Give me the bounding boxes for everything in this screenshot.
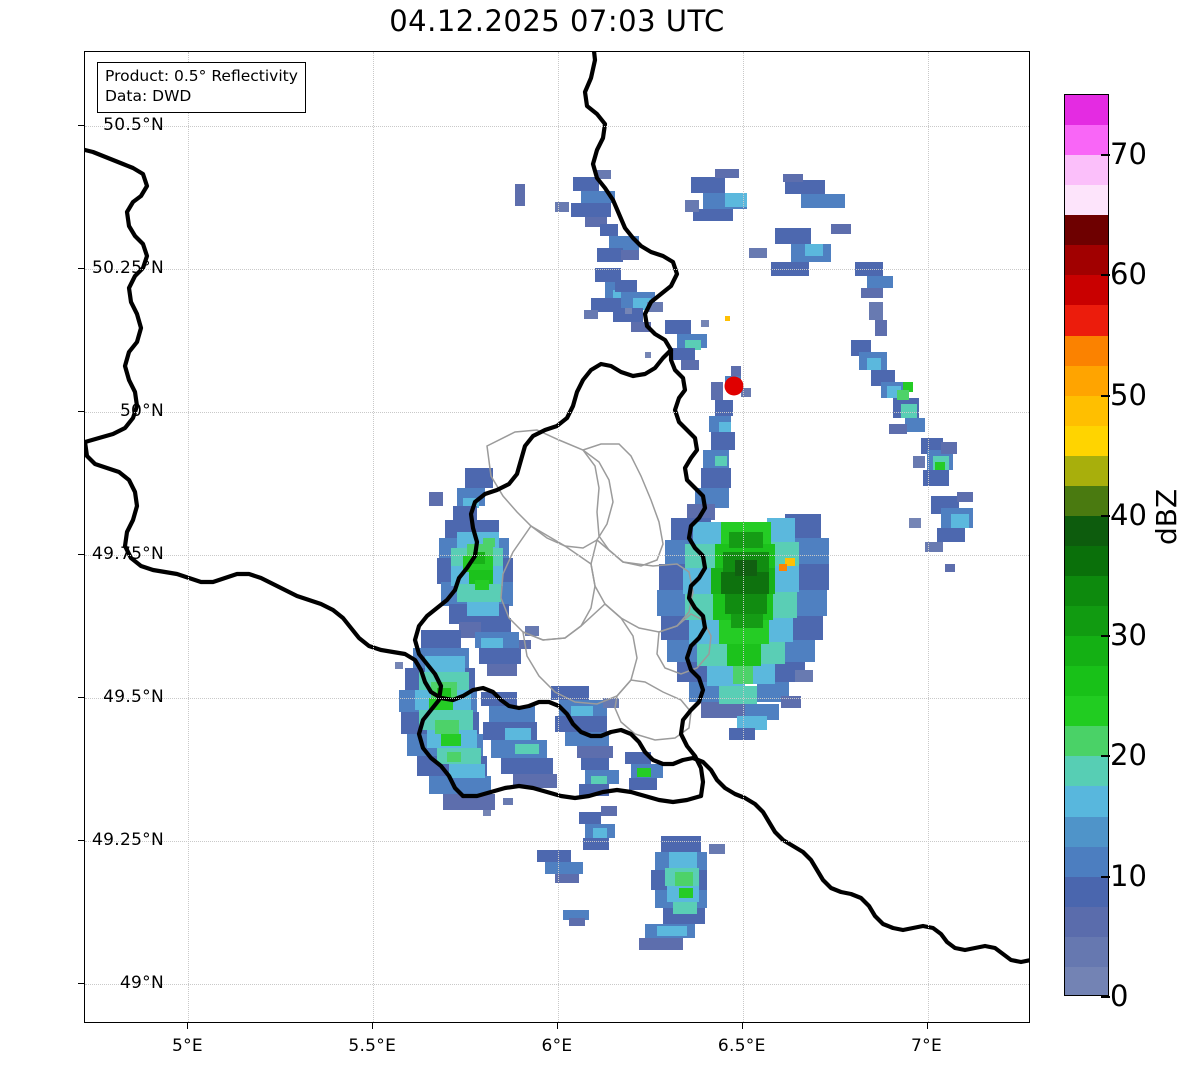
colorbar-band-10 (1065, 846, 1108, 877)
echo-cluster-cell-southeast-saar (639, 836, 725, 950)
colorbar-band-7.5 (1065, 876, 1108, 907)
info-box: Product: 0.5° Reflectivity Data: DWD (97, 62, 306, 113)
echo-cluster-north-centre (613, 280, 707, 370)
x-tick-label-4: 7°E (911, 1036, 943, 1056)
gridline-vertical-4 (927, 52, 929, 1022)
x-tick-mark-2 (557, 1023, 558, 1029)
colorbar-band-70 (1065, 125, 1108, 156)
colorbar-tick-label-5: 50 (1110, 377, 1147, 412)
echo-scattered-pixels (395, 308, 955, 816)
admin-boundaries-layer (486, 429, 712, 741)
gridline-horizontal-2 (85, 698, 1029, 700)
gridline-horizontal-1 (85, 841, 1029, 843)
colorbar-band-42.5 (1065, 455, 1108, 486)
gridline-horizontal-4 (85, 412, 1029, 414)
colorbar-band-67.5 (1065, 155, 1108, 186)
y-tick-label-5: 50.25°N (92, 258, 164, 279)
colorbar-band-45 (1065, 425, 1108, 456)
colorbar-band-37.5 (1065, 515, 1108, 546)
gridline-vertical-1 (373, 52, 375, 1022)
colorbar-band-17.5 (1065, 756, 1108, 787)
y-tick-label-2: 49.5°N (103, 687, 164, 708)
colorbar-band-27.5 (1065, 636, 1108, 667)
y-tick-mark-2 (78, 697, 84, 699)
colorbar-band-60 (1065, 245, 1108, 276)
gridline-horizontal-3 (85, 555, 1029, 557)
gridline-vertical-0 (188, 52, 190, 1022)
colorbar-band-35 (1065, 545, 1108, 576)
colorbar-band-57.5 (1065, 275, 1108, 306)
colorbar-label: dBZ (1150, 488, 1183, 545)
x-tick-label-1: 5.5°E (348, 1036, 397, 1056)
colorbar-tick-label-3: 30 (1110, 618, 1147, 653)
y-tick-label-1: 49.25°N (92, 830, 164, 851)
x-tick-mark-3 (741, 1023, 743, 1029)
colorbar-tick-label-1: 10 (1110, 858, 1147, 893)
colorbar-tick-mark-6 (1101, 274, 1110, 277)
colorbar-tick-label-2: 20 (1110, 738, 1147, 773)
gridline-horizontal-0 (85, 983, 1029, 985)
gridline-horizontal-5 (85, 269, 1029, 271)
page-title: 04.12.2025 07:03 UTC (389, 4, 725, 38)
y-tick-mark-3 (78, 554, 84, 556)
y-tick-mark-5 (78, 268, 84, 270)
y-tick-label-0: 49°N (119, 972, 164, 993)
x-tick-label-0: 5°E (171, 1036, 203, 1056)
colorbar-band-72.5 (1065, 95, 1108, 126)
echo-cluster-arc-east-rhineland (851, 262, 973, 552)
radar-map-plot[interactable]: Product: 0.5° Reflectivity Data: DWD (84, 51, 1030, 1023)
colorbar-tick-label-6: 60 (1110, 257, 1147, 292)
gridline-vertical-2 (558, 52, 559, 1022)
colorbar-band-32.5 (1065, 576, 1108, 607)
x-tick-label-3: 6.5°E (717, 1036, 766, 1056)
colorbar-band-52.5 (1065, 335, 1108, 366)
colorbar-band-22.5 (1065, 696, 1108, 727)
colorbar-tick-mark-3 (1101, 635, 1110, 638)
x-tick-mark-4 (926, 1023, 928, 1029)
y-tick-mark-1 (78, 840, 84, 842)
colorbar-tick-mark-7 (1101, 154, 1110, 157)
colorbar-band-0 (1065, 966, 1108, 995)
info-data-line: Data: DWD (105, 86, 192, 105)
colorbar-tick-label-4: 40 (1110, 497, 1147, 532)
colorbar-band-47.5 (1065, 395, 1108, 426)
colorbar-band-12.5 (1065, 816, 1108, 847)
radar-map-canvas (85, 52, 1029, 965)
colorbar-tick-mark-2 (1101, 755, 1110, 758)
colorbar-band-40 (1065, 485, 1108, 516)
colorbar-band-65 (1065, 185, 1108, 216)
colorbar-tick-mark-1 (1101, 875, 1110, 878)
colorbar-band-62.5 (1065, 215, 1108, 246)
colorbar-band-30 (1065, 606, 1108, 637)
colorbar-band-50 (1065, 365, 1108, 396)
colorbar-tick-mark-5 (1101, 394, 1110, 397)
colorbar-tick-label-0: 0 (1110, 979, 1129, 1013)
y-tick-mark-4 (78, 411, 84, 413)
colorbar-tick-mark-0 (1101, 996, 1110, 998)
colorbar-tick-label-7: 70 (1110, 137, 1147, 172)
colorbar-tick-mark-4 (1101, 514, 1110, 517)
x-tick-label-2: 6°E (541, 1036, 573, 1056)
info-product-line: Product: 0.5° Reflectivity (105, 67, 298, 85)
radar-site-marker[interactable] (724, 376, 744, 396)
colorbar-band-5 (1065, 906, 1108, 937)
colorbar-band-55 (1065, 305, 1108, 336)
colorbar-band-2.5 (1065, 936, 1108, 967)
y-tick-label-3: 49.75°N (92, 544, 164, 565)
radar-echo-layer (395, 169, 973, 950)
y-tick-label-4: 50°N (119, 401, 164, 422)
echo-cluster-cell-south-lorraine (537, 686, 663, 926)
x-tick-mark-0 (187, 1023, 189, 1029)
colorbar-band-20 (1065, 726, 1108, 757)
y-tick-mark-6 (78, 125, 84, 127)
colorbar-band-15 (1065, 786, 1108, 817)
country-borders-layer (85, 52, 1029, 965)
colorbar-band-25 (1065, 666, 1108, 697)
y-tick-mark-0 (78, 982, 84, 984)
gridline-vertical-3 (742, 52, 744, 1022)
colorbar[interactable] (1064, 94, 1109, 996)
x-tick-mark-1 (372, 1023, 374, 1029)
y-tick-label-6: 50.5°N (103, 115, 164, 136)
gridline-horizontal-6 (85, 126, 1029, 128)
